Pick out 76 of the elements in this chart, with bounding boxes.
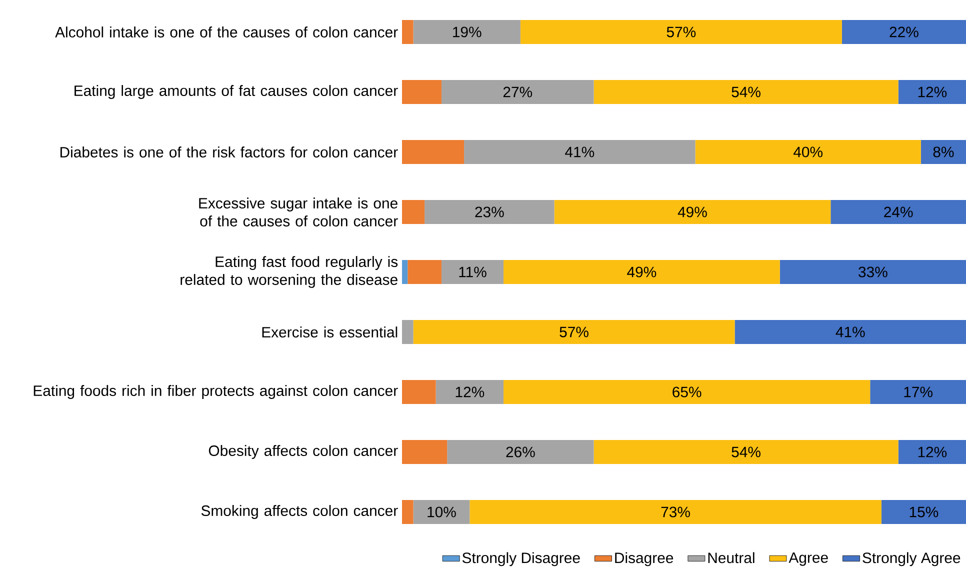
legend-label: Disagree bbox=[615, 552, 674, 566]
bar bbox=[554, 200, 831, 224]
bar bbox=[520, 20, 842, 44]
data-label: 57% bbox=[560, 326, 588, 338]
bar bbox=[413, 20, 520, 44]
data-label: 19% bbox=[453, 26, 482, 38]
data-label: 49% bbox=[627, 266, 656, 278]
y-tick-label: Exercise is essential bbox=[262, 326, 398, 338]
bar bbox=[470, 500, 882, 524]
data-label: 17% bbox=[904, 386, 932, 398]
bar bbox=[441, 260, 504, 284]
bar bbox=[870, 380, 966, 404]
bar bbox=[594, 440, 898, 464]
data-label: 8% bbox=[933, 146, 954, 158]
legend-label: Agree bbox=[788, 552, 828, 566]
data-label: 11% bbox=[459, 266, 486, 278]
data-label: 49% bbox=[678, 206, 707, 218]
data-label: 41% bbox=[565, 146, 594, 158]
y-tick-label: Eating large amounts of fat causes colon cancer bbox=[74, 85, 398, 99]
bar bbox=[695, 140, 921, 164]
legend-label: Neutral bbox=[708, 552, 754, 564]
data-label: 54% bbox=[732, 446, 760, 458]
bar bbox=[402, 80, 442, 104]
data-label: 15% bbox=[910, 506, 938, 518]
y-tick-label: Eating fast food regularly is related to worsening the disease bbox=[180, 256, 398, 288]
data-label: 12% bbox=[456, 386, 484, 398]
y-tick-label: Diabetes is one of the risk factors for colon cancer bbox=[60, 146, 398, 158]
legend-label: Strongly Agree bbox=[862, 552, 960, 566]
data-label: 73% bbox=[661, 506, 690, 518]
bar bbox=[842, 20, 966, 44]
data-label: 22% bbox=[890, 26, 918, 38]
y-tick-label: Excessive sugar intake is one of the causes of colon cancer bbox=[199, 198, 398, 226]
data-label: 54% bbox=[732, 86, 760, 98]
bar bbox=[402, 200, 425, 224]
legend-label: Strongly Disagree bbox=[462, 552, 580, 566]
data-label: 41% bbox=[836, 326, 865, 338]
bar bbox=[413, 500, 470, 524]
bar bbox=[780, 260, 966, 284]
bar bbox=[402, 140, 464, 164]
bar bbox=[464, 140, 696, 164]
bar bbox=[402, 380, 436, 404]
y-tick-label: Smoking affects colon cancer bbox=[201, 505, 398, 519]
data-label: 10% bbox=[428, 506, 456, 518]
bar bbox=[424, 200, 554, 224]
bar bbox=[830, 200, 966, 224]
y-tick-label: Alcohol intake is one of the causes of colon cancer bbox=[55, 26, 398, 38]
bar bbox=[441, 80, 594, 104]
bar bbox=[447, 440, 594, 464]
bar bbox=[436, 380, 504, 404]
data-label: 26% bbox=[506, 446, 535, 458]
data-label: 65% bbox=[672, 386, 702, 398]
bar bbox=[408, 260, 442, 284]
data-label: 12% bbox=[918, 86, 947, 98]
data-label: 27% bbox=[503, 86, 532, 98]
bar bbox=[881, 500, 966, 524]
y-tick-label: Obesity affects colon cancer bbox=[208, 445, 398, 459]
bar bbox=[734, 320, 966, 344]
bar bbox=[402, 440, 448, 464]
bar bbox=[413, 320, 735, 344]
y-tick-label: Eating foods rich in fiber protects against colon cancer bbox=[34, 385, 398, 399]
bar bbox=[402, 260, 408, 284]
data-label: 24% bbox=[884, 206, 913, 218]
data-label: 33% bbox=[858, 266, 888, 278]
data-label: 23% bbox=[475, 206, 504, 218]
bar bbox=[402, 20, 414, 44]
bar bbox=[594, 80, 898, 104]
bar bbox=[402, 320, 414, 344]
data-label: 40% bbox=[793, 146, 823, 158]
bar bbox=[402, 500, 414, 524]
bar bbox=[898, 80, 966, 104]
data-label: 57% bbox=[666, 26, 696, 38]
bar bbox=[920, 140, 966, 164]
bar bbox=[898, 440, 966, 464]
bar bbox=[504, 260, 780, 284]
data-label: 12% bbox=[918, 446, 947, 458]
bar bbox=[504, 380, 870, 404]
